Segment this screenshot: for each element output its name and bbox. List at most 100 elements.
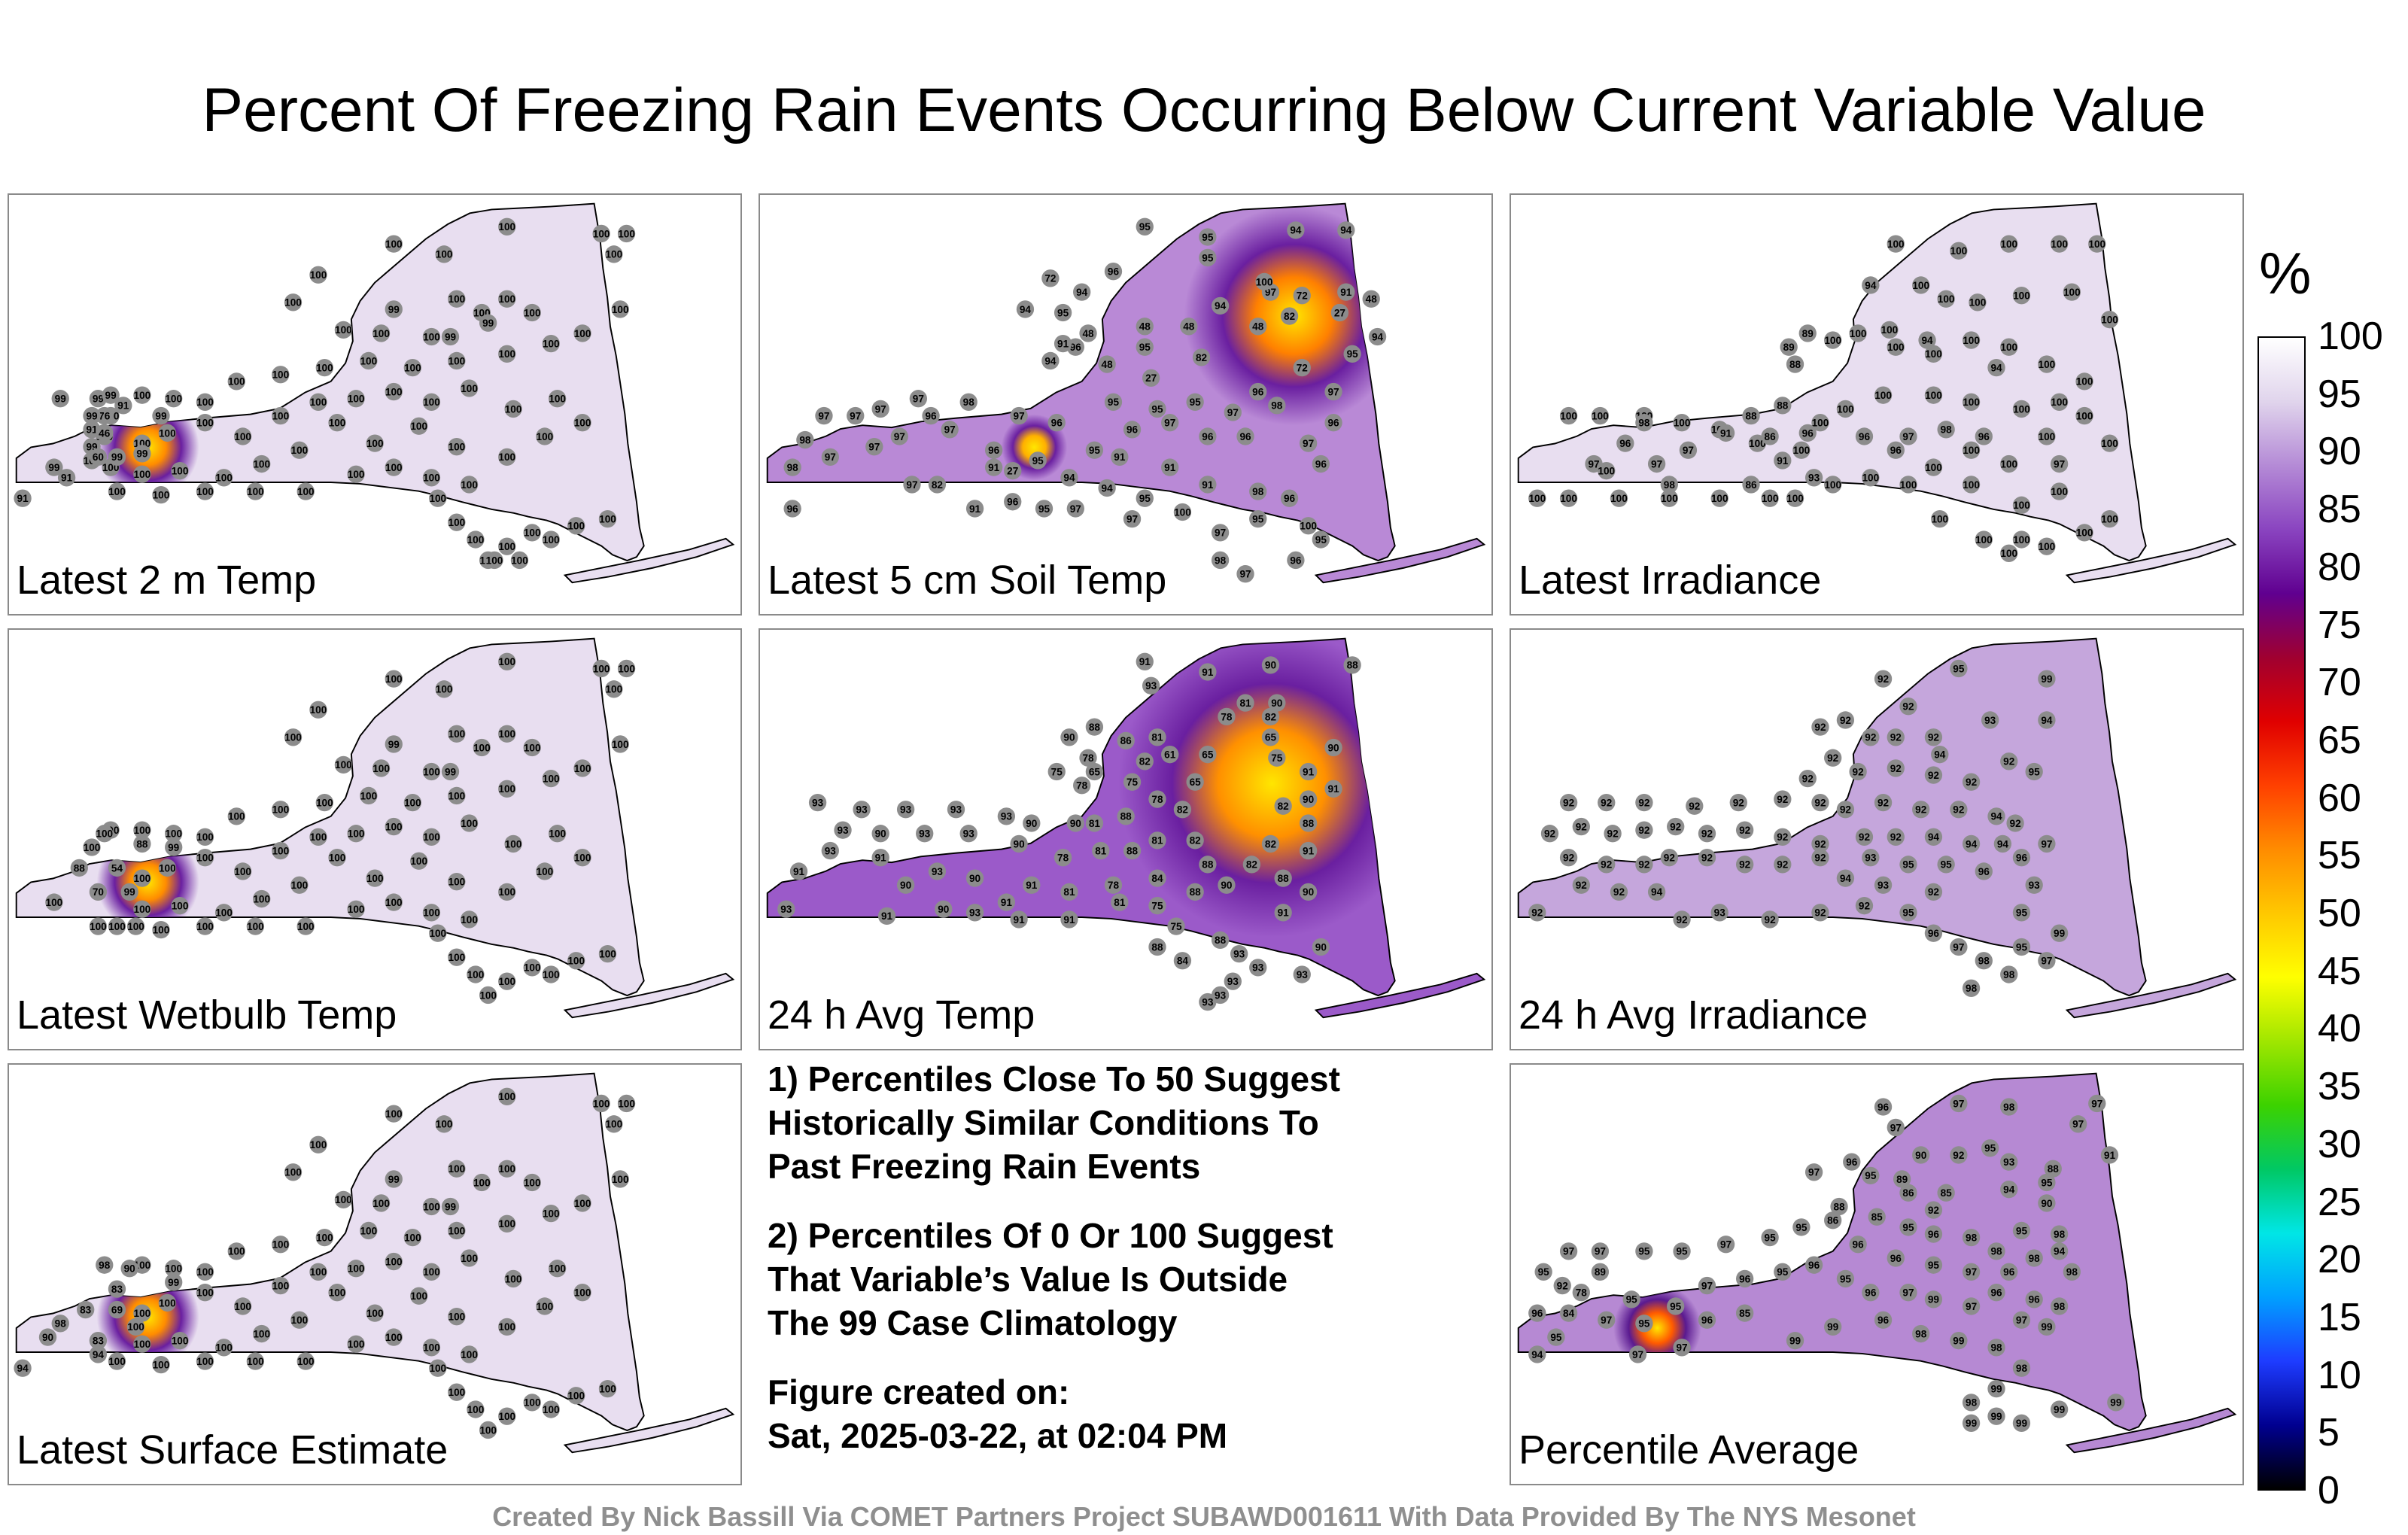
station-value: 99 xyxy=(86,410,98,421)
station-value: 100 xyxy=(2000,458,2017,470)
station-value: 100 xyxy=(498,976,515,987)
station-value: 88 xyxy=(1833,1201,1845,1212)
station-value: 100 xyxy=(574,1198,591,1209)
station-marker: 100 xyxy=(2038,537,2056,555)
station-marker: 100 xyxy=(448,725,466,743)
station-value: 100 xyxy=(291,1315,309,1326)
station-marker: 99 xyxy=(1924,1290,1943,1309)
anomaly-hotspot xyxy=(1001,414,1068,481)
station-marker: 91 xyxy=(2100,1146,2119,1164)
station-value: 98 xyxy=(55,1318,67,1330)
station-marker: 96 xyxy=(1924,1225,1943,1243)
station-marker: 97 xyxy=(941,421,959,439)
station-marker: 96 xyxy=(1280,489,1299,507)
station-marker: 100 xyxy=(448,438,466,456)
station-value: 100 xyxy=(272,1280,289,1291)
station-marker: 78 xyxy=(1079,749,1097,767)
station-value: 90 xyxy=(1327,742,1339,753)
station-marker: 70 xyxy=(89,883,108,901)
station-marker: 93 xyxy=(916,825,934,843)
station-value: 92 xyxy=(1638,859,1650,871)
station-marker: 86 xyxy=(1117,731,1135,750)
station-marker: 100 xyxy=(165,825,183,843)
station-marker: 97 xyxy=(1123,509,1142,528)
station-value: 92 xyxy=(1563,853,1575,864)
station-value: 95 xyxy=(1139,342,1151,353)
station-value: 95 xyxy=(1638,1246,1650,1257)
page-title: Percent Of Freezing Rain Events Occurrin… xyxy=(202,76,2206,144)
station-value: 94 xyxy=(1076,287,1088,298)
station-value: 95 xyxy=(1941,859,1953,871)
station-marker: 100 xyxy=(573,849,591,867)
station-value: 90 xyxy=(1303,886,1314,898)
station-marker: 100 xyxy=(272,406,290,425)
station-marker: 100 xyxy=(347,390,365,408)
station-marker: 100 xyxy=(467,965,485,983)
station-value: 99 xyxy=(2016,1418,2028,1429)
station-value: 95 xyxy=(1202,252,1214,263)
station-marker: 46 xyxy=(96,424,114,442)
station-marker: 100 xyxy=(605,680,623,698)
station-marker: 100 xyxy=(2012,287,2031,305)
station-value: 93 xyxy=(837,825,849,836)
station-marker: 100 xyxy=(573,324,591,342)
station-value: 92 xyxy=(1638,825,1650,836)
station-value: 100 xyxy=(2013,290,2030,302)
station-marker: 100 xyxy=(2012,496,2031,515)
station-marker: 95 xyxy=(2012,904,2031,922)
station-value: 100 xyxy=(612,304,629,315)
station-marker: 27 xyxy=(1330,303,1349,322)
station-marker: 91 xyxy=(1161,458,1179,476)
station-marker: 83 xyxy=(89,1331,108,1350)
station-marker: 96 xyxy=(1987,1284,2005,1302)
long-island-outline xyxy=(2065,537,2237,584)
station-marker: 72 xyxy=(1293,287,1311,305)
station-value: 96 xyxy=(1126,424,1139,436)
station-marker: 96 xyxy=(1735,1269,1754,1288)
station-marker: 92 xyxy=(1862,728,1880,746)
station-value: 27 xyxy=(1007,466,1018,477)
station-value: 93 xyxy=(950,804,962,816)
station-marker: 100 xyxy=(1937,290,1955,308)
station-value: 95 xyxy=(1902,907,1914,919)
station-marker: 94 xyxy=(1073,283,1091,301)
station-marker: 100 xyxy=(448,786,466,805)
station-value: 82 xyxy=(1190,835,1202,847)
station-marker: 97 xyxy=(1628,1345,1647,1363)
station-value: 100 xyxy=(228,1246,245,1257)
station-value: 95 xyxy=(1252,513,1264,524)
station-value: 90 xyxy=(875,828,886,840)
station-marker: 100 xyxy=(429,924,447,942)
station-marker: 88 xyxy=(133,834,151,853)
station-marker: 100 xyxy=(460,379,479,397)
station-value: 100 xyxy=(196,853,214,864)
station-value: 88 xyxy=(1120,811,1133,822)
station-marker: 86 xyxy=(1761,427,1779,445)
station-marker: 100 xyxy=(108,482,126,500)
station-marker: 98 xyxy=(1249,482,1267,500)
station-value: 100 xyxy=(537,431,554,442)
station-marker: 100 xyxy=(1598,461,1616,480)
station-value: 97 xyxy=(2091,1098,2102,1109)
station-marker: 100 xyxy=(347,825,365,843)
station-value: 95 xyxy=(2016,1225,2028,1236)
station-marker: 88 xyxy=(1117,807,1135,825)
station-marker: 97 xyxy=(1950,938,1968,956)
station-marker: 100 xyxy=(542,334,560,353)
station-marker: 100 xyxy=(290,876,309,894)
station-value: 100 xyxy=(360,355,377,366)
station-marker: 89 xyxy=(1893,1170,1911,1188)
station-marker: 100 xyxy=(233,427,252,445)
station-value: 97 xyxy=(1902,431,1914,442)
station-value: 82 xyxy=(1284,311,1296,322)
station-value: 92 xyxy=(1814,838,1826,850)
station-value: 92 xyxy=(1865,732,1877,743)
station-value: 95 xyxy=(1928,1260,1940,1271)
station-value: 81 xyxy=(1089,818,1101,829)
station-value: 100 xyxy=(574,763,591,774)
station-value: 98 xyxy=(787,462,799,473)
station-marker: 88 xyxy=(1774,397,1792,415)
station-marker: 90 xyxy=(1023,814,1041,832)
station-marker: 94 xyxy=(1987,807,2005,825)
